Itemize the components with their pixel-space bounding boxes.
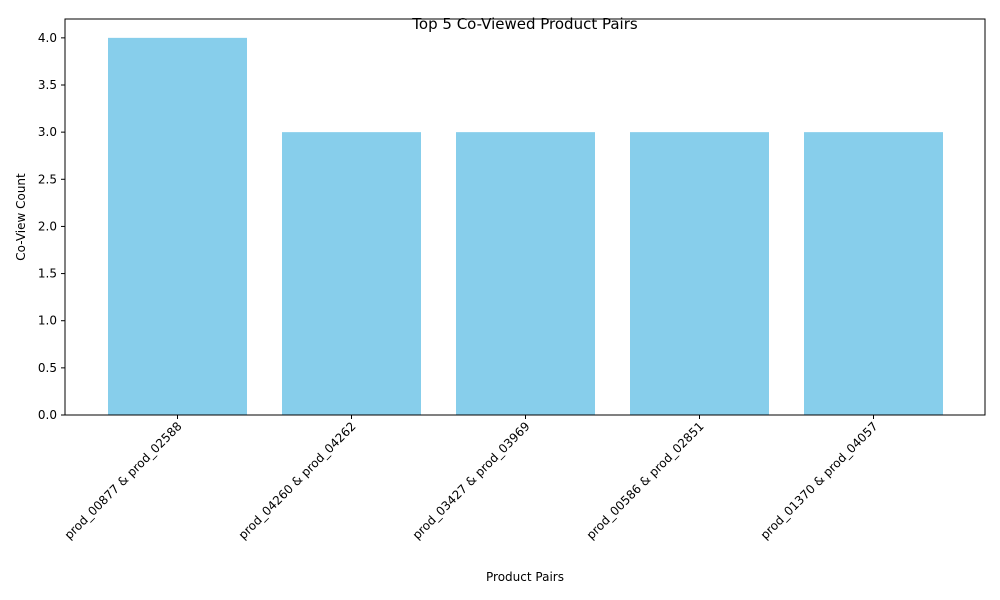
x-tick-label: prod_04260 & prod_04262 — [236, 419, 359, 542]
y-tick-label: 3.0 — [38, 125, 57, 139]
y-tick-label: 1.5 — [38, 267, 57, 281]
y-axis: 0.0 0.5 1.0 1.5 2.0 2.5 3.0 3.5 4.0 — [38, 31, 65, 422]
bar-1 — [108, 37, 247, 415]
x-tick-label: prod_00586 & prod_02851 — [584, 419, 707, 542]
y-axis-title: Co-View Count — [14, 173, 28, 261]
x-tick-label: prod_03427 & prod_03969 — [410, 419, 533, 542]
bar-3 — [456, 132, 595, 415]
bar-5 — [804, 132, 943, 415]
axes-frame — [64, 18, 986, 416]
y-tick-label: 0.5 — [38, 361, 57, 375]
y-tick-label: 2.5 — [38, 172, 57, 186]
y-tick-label: 0.0 — [38, 408, 57, 422]
x-axis-title: Product Pairs — [486, 570, 564, 584]
chart-title: Top 5 Co-Viewed Product Pairs — [411, 15, 638, 33]
y-tick-label: 2.0 — [38, 219, 57, 233]
x-tick-label: prod_00877 & prod_02588 — [62, 419, 185, 542]
plot-area — [108, 37, 943, 415]
bar-4 — [630, 132, 769, 415]
y-tick-label: 4.0 — [38, 31, 57, 45]
x-axis: prod_00877 & prod_02588 prod_04260 & prod… — [62, 415, 881, 542]
bar-2 — [282, 132, 421, 415]
x-tick-label: prod_01370 & prod_04057 — [758, 419, 881, 542]
y-tick-label: 3.5 — [38, 78, 57, 92]
y-tick-label: 1.0 — [38, 314, 57, 328]
